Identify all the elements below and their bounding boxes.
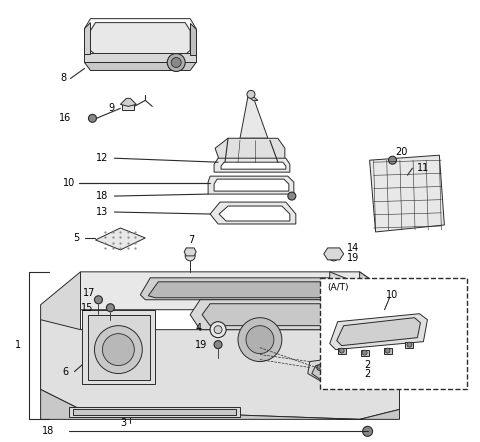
Polygon shape: [208, 176, 294, 194]
Polygon shape: [248, 96, 258, 100]
Polygon shape: [360, 272, 399, 419]
Text: 18: 18: [96, 191, 108, 201]
Polygon shape: [41, 320, 399, 419]
Polygon shape: [84, 23, 90, 54]
Polygon shape: [221, 162, 286, 169]
Text: 16: 16: [59, 113, 71, 123]
Text: 20: 20: [396, 147, 408, 157]
Polygon shape: [90, 23, 190, 54]
Circle shape: [385, 348, 390, 353]
Polygon shape: [360, 350, 369, 355]
Polygon shape: [370, 155, 444, 232]
Polygon shape: [406, 342, 413, 347]
Circle shape: [210, 322, 226, 338]
Polygon shape: [140, 278, 340, 300]
Circle shape: [362, 350, 367, 355]
Circle shape: [339, 348, 344, 353]
Polygon shape: [312, 362, 349, 381]
Polygon shape: [120, 99, 136, 107]
Circle shape: [388, 156, 396, 164]
Circle shape: [362, 427, 372, 436]
Polygon shape: [41, 272, 81, 409]
Circle shape: [95, 296, 102, 304]
Polygon shape: [122, 103, 134, 110]
Circle shape: [167, 53, 185, 72]
Polygon shape: [338, 347, 346, 354]
Text: 19: 19: [195, 339, 207, 350]
Circle shape: [214, 341, 222, 349]
Text: 13: 13: [96, 207, 108, 217]
Polygon shape: [190, 300, 349, 330]
Polygon shape: [184, 248, 196, 256]
Polygon shape: [384, 347, 392, 354]
Polygon shape: [81, 272, 399, 320]
Circle shape: [95, 326, 142, 373]
Text: (A/T): (A/T): [328, 283, 349, 292]
Polygon shape: [190, 23, 196, 54]
Text: 2: 2: [365, 359, 371, 370]
Text: 17: 17: [83, 288, 95, 298]
Circle shape: [88, 114, 96, 122]
Polygon shape: [214, 158, 290, 172]
Polygon shape: [72, 409, 236, 415]
Polygon shape: [84, 53, 196, 62]
Text: 3: 3: [120, 419, 127, 428]
Circle shape: [407, 342, 412, 347]
Circle shape: [102, 334, 134, 366]
Polygon shape: [330, 314, 427, 350]
Circle shape: [171, 57, 181, 68]
Polygon shape: [215, 138, 285, 162]
Polygon shape: [41, 389, 399, 419]
Circle shape: [247, 91, 255, 99]
Text: 5: 5: [73, 233, 80, 243]
Text: 10: 10: [62, 178, 75, 188]
Text: 8: 8: [60, 73, 67, 84]
Polygon shape: [84, 19, 196, 58]
Polygon shape: [96, 228, 145, 250]
Circle shape: [329, 251, 339, 261]
Circle shape: [288, 192, 296, 200]
Circle shape: [246, 326, 274, 354]
Text: 15: 15: [81, 303, 93, 313]
Polygon shape: [330, 272, 399, 320]
Text: 2: 2: [365, 369, 371, 378]
Polygon shape: [336, 318, 420, 346]
Polygon shape: [84, 62, 196, 70]
Polygon shape: [88, 315, 150, 380]
Circle shape: [238, 318, 282, 362]
Polygon shape: [219, 206, 290, 221]
Polygon shape: [324, 248, 344, 260]
Text: 6: 6: [62, 366, 69, 377]
Polygon shape: [240, 96, 268, 138]
Polygon shape: [148, 282, 330, 298]
Text: 1: 1: [15, 339, 21, 350]
Text: 9: 9: [108, 103, 115, 113]
Text: 19: 19: [347, 253, 359, 263]
Circle shape: [317, 365, 323, 370]
Text: 4: 4: [195, 323, 201, 333]
Polygon shape: [83, 310, 155, 385]
Text: 18: 18: [42, 427, 55, 436]
Circle shape: [335, 370, 341, 377]
Text: 7: 7: [188, 235, 194, 245]
Bar: [320, 278, 468, 389]
Circle shape: [214, 326, 222, 334]
Polygon shape: [210, 202, 296, 224]
Text: 12: 12: [96, 153, 109, 163]
Text: 11: 11: [418, 163, 430, 173]
Polygon shape: [214, 179, 289, 191]
Polygon shape: [308, 358, 360, 384]
Circle shape: [185, 251, 195, 261]
Text: 14: 14: [347, 243, 359, 253]
Polygon shape: [202, 304, 338, 326]
Polygon shape: [69, 408, 240, 417]
Text: 10: 10: [385, 290, 398, 300]
Circle shape: [107, 304, 114, 312]
